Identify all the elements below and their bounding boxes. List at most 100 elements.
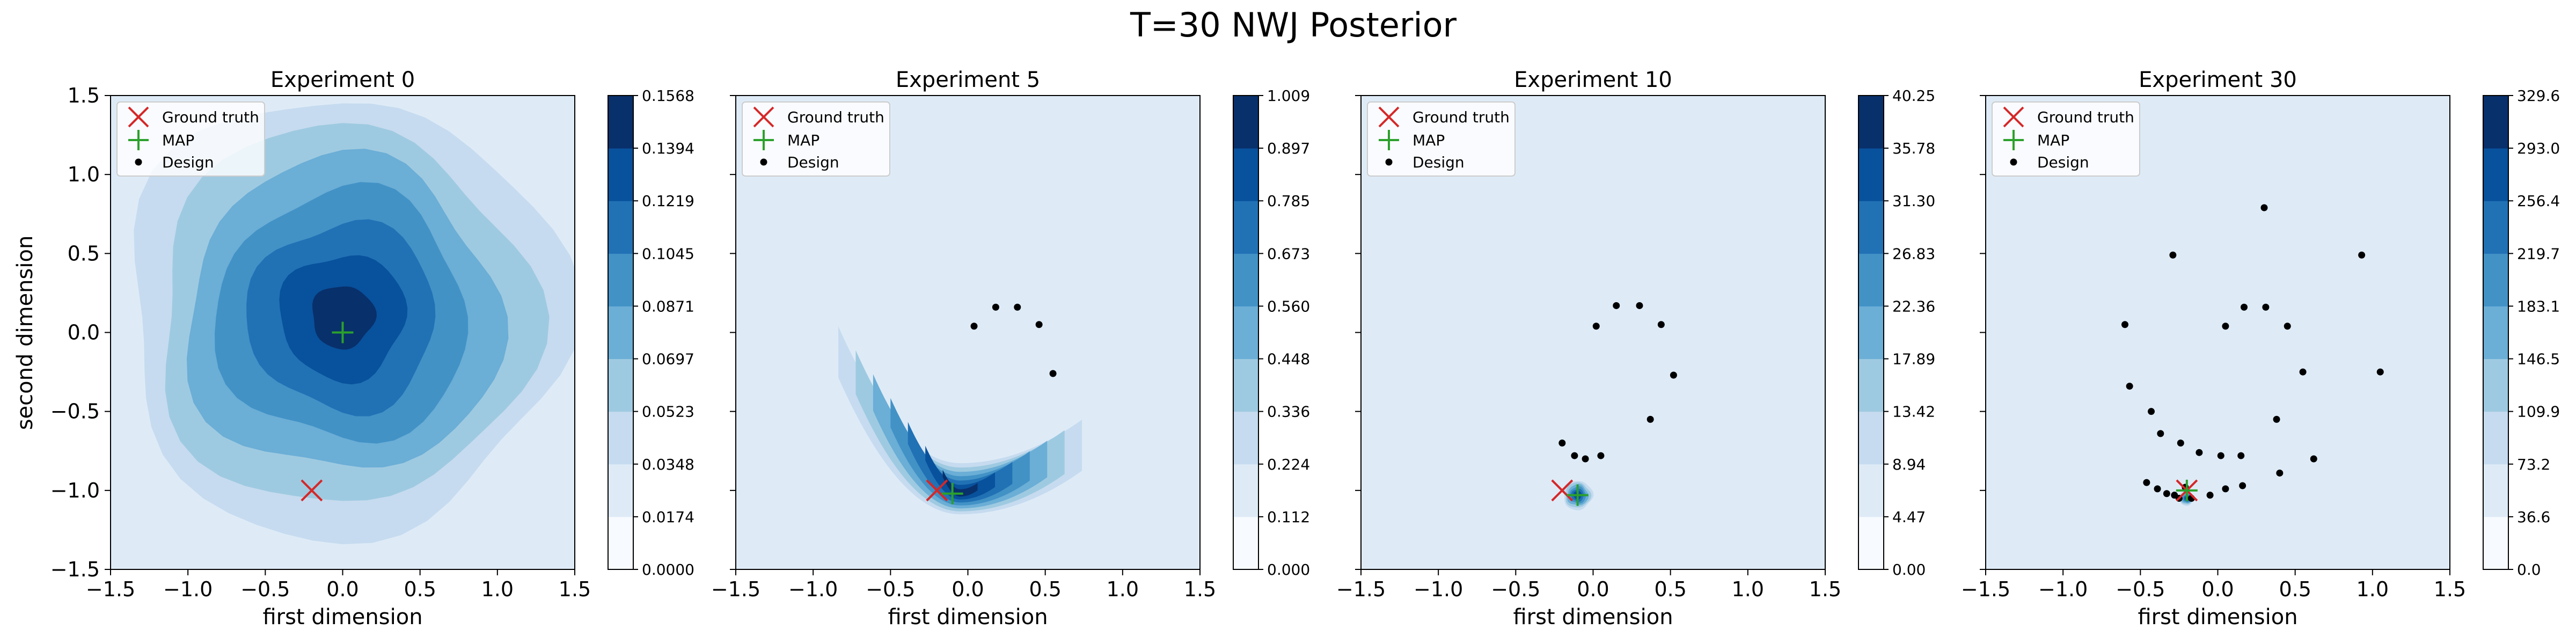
colorbar-segment (608, 516, 633, 570)
legend-label-design: Design (162, 153, 214, 171)
colorbar-segment (1233, 306, 1258, 360)
panel-0: Experiment 0 −1.5 −1.0 −0.5 0.0 0.5 1.0 1.5 firs… (50, 68, 694, 630)
colorbar-tick-label: 109.9 (2517, 403, 2560, 421)
y-tick-label: −1.5 (50, 558, 100, 581)
design-point (1646, 415, 1654, 423)
design-point (2239, 482, 2246, 489)
colorbar-tick-label: 0.1568 (642, 87, 694, 105)
colorbar-tick-label: 0.0000 (642, 561, 694, 579)
legend-label-truth: Ground truth (162, 108, 259, 126)
design-point (2121, 321, 2128, 328)
colorbar-segment (608, 464, 633, 517)
colorbar-segment (2483, 201, 2508, 254)
colorbar-segment (1233, 358, 1258, 412)
legend-design-icon (760, 158, 767, 166)
x-tick-label: 1.0 (2357, 577, 2389, 601)
colorbar-segment (1233, 464, 1258, 517)
colorbar-tick-label: 73.2 (2517, 456, 2550, 473)
x-tick-label: 0.0 (952, 577, 984, 601)
x-tick-label: 1.5 (1809, 577, 1841, 601)
design-point (2237, 452, 2245, 459)
design-point (2148, 408, 2155, 415)
colorbar-segment (2483, 96, 2508, 149)
legend-design-icon (2010, 158, 2017, 166)
legend: Ground truth MAP Design (1367, 101, 1516, 177)
design-point (2143, 479, 2150, 486)
colorbar-tick-label: 146.5 (2517, 350, 2560, 368)
colorbar-segment (608, 358, 633, 412)
x-tick-label: 1.0 (1732, 577, 1764, 601)
colorbar-tick-label: 26.83 (1892, 245, 1935, 262)
colorbar-segment (1233, 96, 1258, 149)
legend-label-truth: Ground truth (787, 108, 884, 126)
contour-level (312, 286, 377, 350)
colorbar-segment (1858, 148, 1884, 201)
colorbar-tick-label: 219.7 (2517, 245, 2560, 262)
colorbar-tick-label: 13.42 (1892, 403, 1935, 421)
design-point (1582, 455, 1589, 463)
design-point (2358, 251, 2366, 259)
design-point (2299, 368, 2307, 376)
colorbar-tick-label: 293.0 (2517, 140, 2560, 157)
x-tick-label: 0.5 (2279, 577, 2311, 601)
x-tick-label: 0.0 (326, 577, 358, 601)
colorbar-tick-label: 0.897 (1267, 140, 1310, 157)
colorbar-segment (1858, 516, 1884, 570)
y-axis-label: second dimension (13, 236, 38, 430)
x-tick-label: 1.5 (2434, 577, 2466, 601)
colorbar-tick-label: 329.6 (2517, 87, 2560, 105)
panel-1: Experiment 5 −1.5 −1.0 −0.5 0.0 0.5 1.0 1.5 firs… (711, 68, 1310, 630)
design-point (1613, 302, 1620, 309)
design-point (2217, 452, 2224, 459)
colorbar-segment (1858, 358, 1884, 412)
colorbar-tick-label: 256.4 (2517, 192, 2560, 210)
x-tick-label: 0.0 (2201, 577, 2234, 601)
colorbar-tick-label: 1.009 (1267, 87, 1310, 105)
design-point (2206, 492, 2214, 499)
design-point (1035, 321, 1043, 328)
colorbar: 0.000 0.112 0.224 0.336 0.448 0.560 0.673 0.785… (1233, 87, 1310, 579)
colorbar: 0.00 4.47 8.94 13.42 17.89 22.36 26.83 31.30 35.… (1858, 87, 1935, 579)
legend-label-design: Design (2037, 153, 2089, 171)
design-point (2262, 303, 2270, 311)
design-point (2163, 490, 2170, 497)
design-point (1571, 452, 1578, 459)
design-point (1636, 302, 1643, 309)
design-point (2126, 383, 2133, 390)
colorbar-frame (2483, 95, 2509, 570)
legend: Ground truth MAP Design (116, 101, 265, 177)
y-tick-label: 0.5 (68, 241, 100, 265)
colorbar-tick-label: 0.0 (2517, 561, 2541, 579)
colorbar-segment (1233, 148, 1258, 201)
colorbar-tick-label: 17.89 (1892, 350, 1935, 368)
legend-box (1367, 101, 1516, 177)
design-point (2260, 204, 2268, 211)
x-axis-label: first dimension (262, 605, 422, 630)
legend-label-truth: Ground truth (2037, 108, 2134, 126)
x-tick-label: −1.5 (1961, 577, 2010, 601)
design-point (2222, 323, 2229, 330)
colorbar-segment (1233, 253, 1258, 306)
ground-truth-marker (1551, 479, 1574, 502)
design-point (2376, 368, 2384, 376)
colorbar-tick-label: 0.1219 (642, 192, 694, 210)
colorbar-segment (1858, 306, 1884, 360)
x-tick-label: −1.0 (163, 577, 213, 601)
colorbar-tick-label: 183.1 (2517, 297, 2560, 315)
colorbar-segment (1233, 516, 1258, 570)
design-point (2241, 303, 2248, 311)
x-tick-label: −0.5 (1491, 577, 1540, 601)
colorbar-tick-label: 40.25 (1892, 87, 1935, 105)
design-point (1670, 371, 1677, 379)
colorbar-tick-label: 0.0523 (642, 403, 694, 421)
x-tick-label: 0.5 (1654, 577, 1686, 601)
colorbar-tick-label: 36.6 (2517, 508, 2550, 526)
colorbar-segment (1858, 201, 1884, 254)
colorbar-segment (2483, 464, 2508, 517)
design-point (2273, 415, 2280, 423)
colorbar: 0.0000 0.0174 0.0348 0.0523 0.0697 0.0871 0.10… (608, 87, 694, 579)
panel-title: Experiment 5 (896, 68, 1040, 92)
legend-label-map: MAP (787, 131, 819, 149)
legend-box (742, 101, 890, 177)
